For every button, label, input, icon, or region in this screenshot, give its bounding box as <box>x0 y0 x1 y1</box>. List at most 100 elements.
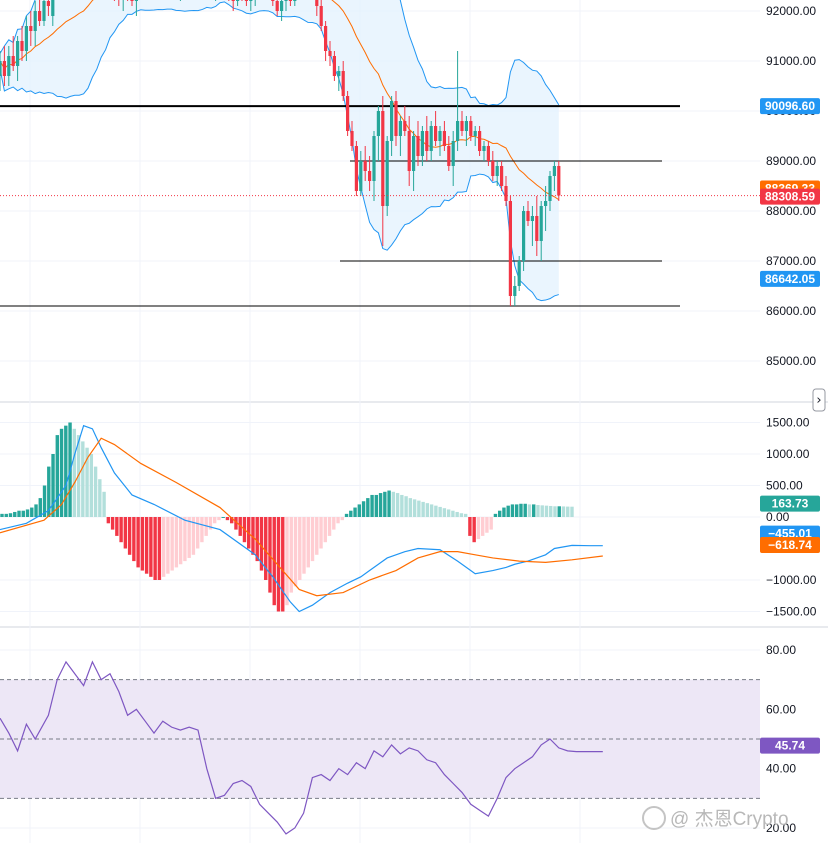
scroll-to-end-button[interactable]: › <box>812 388 826 412</box>
price-tag-label: 163.73 <box>772 497 809 511</box>
macd-histogram-bar <box>21 510 25 517</box>
candle-body <box>293 0 297 1</box>
candle-body <box>42 1 46 21</box>
candle-body <box>324 26 328 51</box>
macd-histogram-bar <box>208 517 213 530</box>
macd-histogram-bar <box>344 513 349 517</box>
price-tag-box <box>760 737 820 754</box>
macd-histogram-bar <box>13 511 17 517</box>
macd-histogram-bar <box>140 517 145 571</box>
macd-histogram-bar <box>30 507 34 517</box>
macd-histogram-bar <box>327 517 332 536</box>
macd-histogram-bar <box>221 517 225 518</box>
candle-body <box>363 161 367 171</box>
candle-body <box>530 216 534 221</box>
y-tick-label: 89000.00 <box>766 154 816 168</box>
macd-histogram-bar <box>306 517 310 568</box>
y-tick-label: 85000.00 <box>766 354 816 368</box>
macd-histogram-bar <box>174 517 179 568</box>
macd-histogram-bar <box>353 507 357 517</box>
scroll-button-box[interactable] <box>812 388 826 412</box>
candle-body <box>416 136 420 156</box>
y-tick-label: 20.00 <box>766 821 796 835</box>
price-tag-box <box>760 98 820 115</box>
candle-body <box>20 41 24 51</box>
macd-histogram-bar <box>255 517 259 562</box>
candle-body <box>394 101 398 136</box>
price-tag: −618.74 <box>760 536 820 553</box>
candle-body <box>447 146 451 166</box>
candle-body <box>407 131 411 171</box>
macd-histogram-bar <box>136 517 140 568</box>
candle-body <box>130 0 134 1</box>
price-plot-area <box>0 0 760 307</box>
y-tick-label: −1500.00 <box>766 605 817 619</box>
macd-histogram-bar <box>115 517 119 536</box>
candle-body <box>517 261 521 286</box>
macd-histogram-bar <box>4 513 8 517</box>
candle-body <box>244 0 248 1</box>
bollinger-band-fill <box>0 0 559 301</box>
macd-histogram-bar <box>264 517 268 580</box>
macd-histogram-bar <box>144 517 149 574</box>
macd-histogram-bar <box>527 504 532 517</box>
macd-histogram-bar <box>315 517 319 555</box>
y-tick-label: 87000.00 <box>766 254 816 268</box>
candle-body <box>332 56 336 76</box>
macd-histogram-bar <box>476 517 481 540</box>
candle-body <box>526 211 530 221</box>
candle-body <box>491 161 495 176</box>
chevron-right-icon[interactable]: › <box>816 393 821 408</box>
watermark-text: @ 杰恩Crypto <box>670 808 789 830</box>
macd-histogram-bar <box>421 501 425 517</box>
macd-histogram-bar <box>532 504 536 517</box>
macd-histogram-bar <box>149 517 153 577</box>
macd-histogram-bar <box>349 510 353 517</box>
macd-histogram-bar <box>570 506 574 517</box>
price-tag-box <box>760 270 820 287</box>
candle-body <box>429 126 433 151</box>
candle-body <box>328 51 332 56</box>
candle-body <box>0 61 2 76</box>
macd-histogram-bar <box>506 505 510 517</box>
macd-histogram-bar <box>251 517 255 555</box>
macd-histogram-bar <box>425 503 430 517</box>
candle-body <box>451 141 455 166</box>
y-tick-label: 92000.00 <box>766 4 816 18</box>
macd-histogram-bar <box>400 494 404 517</box>
macd-histogram-bar <box>366 498 370 517</box>
candle-body <box>438 131 442 141</box>
candle-body <box>7 56 11 76</box>
macd-histogram-bar <box>225 517 230 521</box>
macd-histogram-bar <box>451 510 455 517</box>
candle-body <box>337 71 341 76</box>
watermark-logo-icon <box>642 806 666 830</box>
macd-histogram-bar <box>319 517 323 549</box>
macd-histogram-bar <box>395 493 400 517</box>
macd-histogram-bar <box>472 517 476 543</box>
macd-histogram-bar <box>34 504 38 517</box>
bollinger-lower-line <box>0 1 559 302</box>
macd-histogram-bar <box>178 517 183 565</box>
candle-body <box>434 126 438 141</box>
macd-histogram-bar <box>468 517 472 536</box>
macd-histogram-bar <box>544 505 549 517</box>
macd-histogram-bar <box>285 517 289 606</box>
candle-body <box>495 166 499 176</box>
macd-histogram-bar <box>332 517 336 530</box>
macd-histogram-bar <box>370 494 374 517</box>
macd-histogram-bar <box>153 517 157 580</box>
candle-body <box>372 136 376 181</box>
price-tag: 88308.59 <box>760 188 820 205</box>
y-tick-label: 60.00 <box>766 702 796 716</box>
candle-body <box>482 146 486 151</box>
macd-histogram-bar <box>438 506 442 517</box>
candle-body <box>504 186 508 201</box>
macd-histogram-bar <box>463 513 468 517</box>
macd-histogram-bar <box>497 510 502 517</box>
price-tag-box <box>760 536 820 553</box>
price-tag: 86642.05 <box>760 270 820 287</box>
y-tick-label: 40.00 <box>766 762 796 776</box>
macd-histogram-bar <box>157 517 162 580</box>
candle-body <box>2 61 6 76</box>
